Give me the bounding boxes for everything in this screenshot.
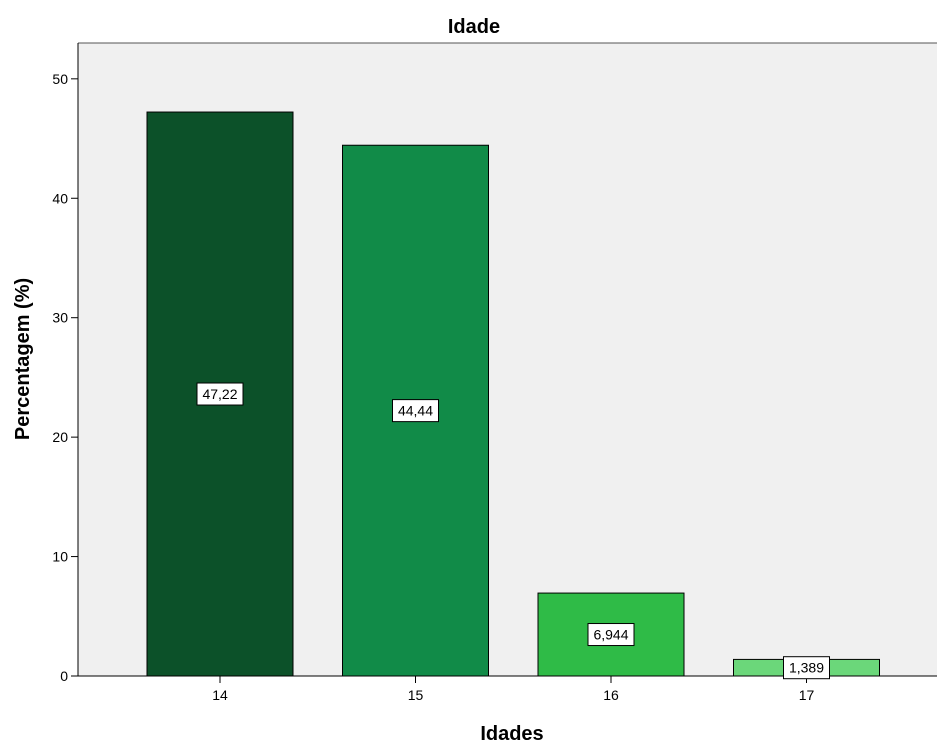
x-tick-label: 17: [799, 687, 815, 703]
x-axis-title: Idades: [480, 723, 543, 744]
chart-title: Idade: [448, 16, 500, 38]
data-label-box: [392, 399, 439, 423]
data-label: 1,389: [789, 660, 824, 676]
y-tick-label: 20: [52, 429, 68, 445]
y-tick-label: 30: [52, 310, 68, 326]
data-label: 47,22: [202, 386, 237, 402]
y-tick-label: 50: [52, 71, 68, 87]
y-tick-label: 0: [60, 668, 68, 684]
data-label: 44,44: [398, 403, 433, 419]
plot-area: 0 10 20 30 40 50 14 15 16 17 47,22 44,44 6,944 1,389: [52, 42, 937, 703]
y-tick-label: 10: [52, 549, 68, 565]
data-label: 6,944: [593, 627, 628, 643]
data-label-box: [587, 623, 635, 647]
y-axis-title: Percentagem (%): [12, 278, 34, 440]
data-label-box: [783, 656, 830, 680]
x-tick-label: 16: [603, 687, 619, 703]
y-tick-label: 40: [52, 190, 68, 206]
data-label-box: [196, 382, 244, 406]
x-tick-label: 15: [408, 687, 424, 703]
x-tick-label: 14: [212, 687, 228, 703]
